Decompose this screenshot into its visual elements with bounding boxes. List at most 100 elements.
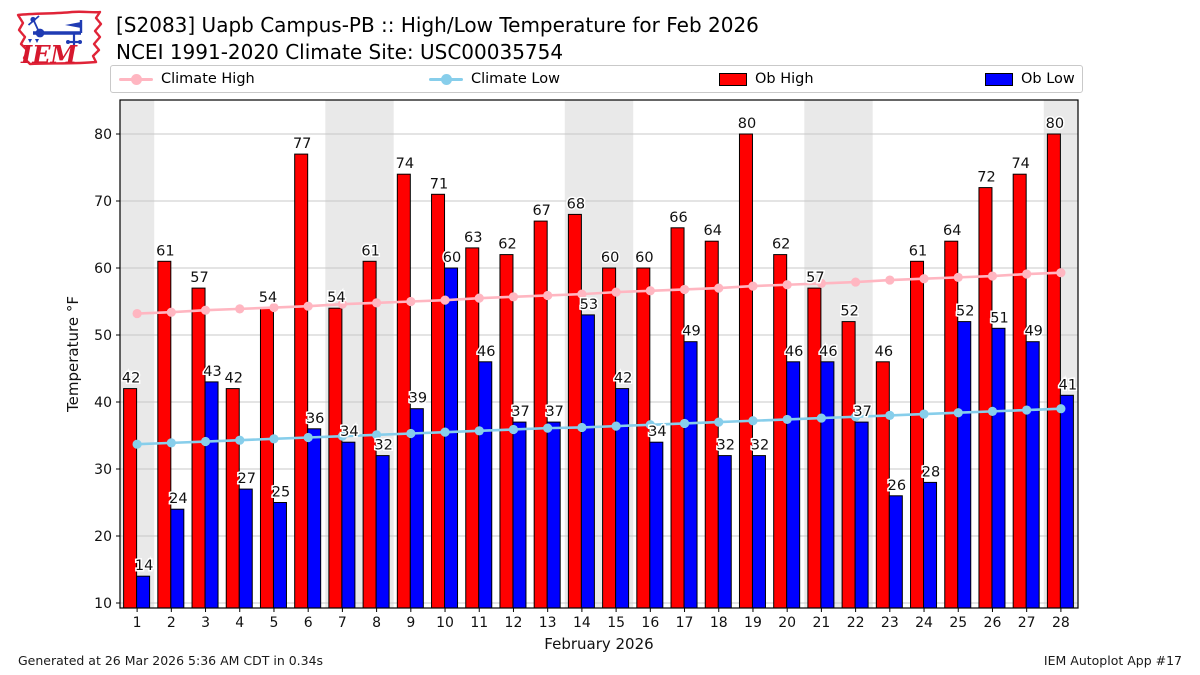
y-axis-title: Temperature °F — [64, 296, 82, 413]
data-label-low: 60 — [443, 250, 461, 266]
climate-low-marker — [679, 418, 690, 429]
data-label-low: 32 — [751, 438, 769, 454]
climate-high-marker — [885, 275, 895, 285]
climate-low-marker — [508, 424, 519, 435]
chart-title: [S2083] Uapb Campus-PB :: High/Low Tempe… — [116, 13, 759, 37]
climate-high-marker — [782, 280, 792, 290]
data-label-high: 72 — [977, 170, 995, 186]
data-label-low: 53 — [580, 297, 598, 313]
data-label-low: 42 — [614, 371, 632, 387]
x-tick-label: 14 — [573, 615, 591, 631]
x-tick-label: 28 — [1052, 615, 1070, 631]
x-tick-label: 8 — [372, 615, 381, 631]
data-label-high: 67 — [532, 203, 550, 219]
x-tick-label: 11 — [470, 615, 488, 631]
legend-item-climate-low: Climate Low — [429, 66, 560, 92]
climate-low-marker — [885, 410, 895, 420]
ob-low-bar — [512, 421, 527, 609]
data-label-high: 80 — [1046, 116, 1064, 132]
data-label-low: 46 — [819, 344, 837, 360]
data-label-low: 26 — [888, 478, 906, 494]
climate-low-marker — [235, 435, 245, 445]
climate-low-marker — [200, 436, 211, 447]
climate-low-marker — [987, 406, 998, 416]
x-tick-label: 3 — [201, 615, 210, 631]
y-tick-label: 40 — [94, 395, 112, 411]
y-tick-label: 50 — [94, 328, 112, 344]
x-tick-label: 24 — [915, 615, 933, 631]
ob-low-bar — [786, 361, 801, 609]
y-tick-label: 10 — [94, 596, 112, 612]
data-label-high: 63 — [464, 230, 482, 246]
climate-low-marker — [474, 426, 484, 436]
climate-high-marker — [474, 293, 484, 303]
data-label-high: 42 — [225, 371, 243, 387]
data-label-low: 34 — [340, 424, 358, 440]
header: [S2083] Uapb Campus-PB :: High/Low Tempe… — [116, 12, 759, 66]
data-label-high: 60 — [601, 250, 619, 266]
data-label-low: 37 — [545, 404, 563, 420]
data-label-low: 14 — [135, 558, 153, 574]
climate-low-marker — [782, 414, 792, 425]
data-label-high: 64 — [704, 223, 722, 239]
climate-high-marker — [508, 292, 519, 302]
climate-low-marker — [1022, 405, 1032, 415]
climate-high-marker — [748, 281, 758, 291]
data-label-low: 46 — [785, 344, 803, 360]
data-label-high: 80 — [738, 116, 756, 132]
x-tick-label: 12 — [505, 615, 523, 631]
ob-low-bar — [375, 455, 390, 609]
x-tick-label: 17 — [676, 615, 694, 631]
data-label-high: 71 — [430, 176, 448, 192]
ob-high-bar — [807, 287, 822, 609]
ob-low-bar — [957, 321, 972, 609]
climate-low-marker — [337, 431, 347, 441]
climate-low-line — [137, 407, 1061, 446]
y-tick-label: 80 — [94, 127, 112, 143]
data-label-low: 34 — [648, 424, 666, 440]
data-label-high: 62 — [498, 237, 516, 253]
climate-low-marker — [611, 421, 621, 431]
ob-low-bar — [546, 421, 561, 609]
climate-low-marker — [953, 408, 963, 418]
x-tick-label: 18 — [710, 615, 728, 631]
data-label-low: 41 — [1059, 377, 1077, 393]
x-tick-label: 13 — [539, 615, 557, 631]
data-label-low: 37 — [853, 404, 871, 420]
ob-low-bar — [238, 488, 253, 609]
legend: Climate High Climate Low Ob High Ob Low — [110, 65, 1083, 93]
climate-high-marker — [269, 302, 279, 313]
y-tick-label: 20 — [94, 529, 112, 545]
data-label-high: 60 — [635, 250, 653, 266]
footer-generated-at: Generated at 26 Mar 2026 5:36 AM CDT in … — [18, 653, 324, 668]
climate-high-marker — [166, 307, 176, 317]
data-label-high: 74 — [396, 156, 414, 172]
climate-high-marker — [679, 284, 690, 295]
ob-low-bar — [409, 408, 424, 609]
ob-high-bar — [123, 388, 138, 609]
climate-high-marker — [372, 298, 382, 308]
ob-low-bar — [204, 381, 219, 609]
data-label-high: 57 — [806, 270, 824, 286]
data-label-low: 49 — [1024, 324, 1042, 340]
ob-low-bar — [341, 441, 356, 609]
ob-low-bar — [1025, 341, 1040, 609]
x-tick-label: 21 — [812, 615, 830, 631]
data-label-high: 54 — [259, 290, 277, 306]
climate-high-marker — [200, 305, 211, 315]
climate-high-marker — [406, 296, 416, 307]
data-label-low: 32 — [717, 438, 735, 454]
data-label-high: 66 — [669, 210, 687, 226]
ob-high-bar — [1046, 133, 1061, 609]
climate-low-swatch-icon — [429, 73, 463, 85]
climate-high-marker — [303, 301, 313, 311]
ob-low-bar — [717, 455, 732, 609]
climate-low-marker — [645, 420, 655, 430]
climate-low-marker — [577, 422, 587, 433]
climate-low-marker — [748, 416, 758, 426]
climate-high-marker — [919, 274, 929, 284]
climate-high-marker — [645, 286, 655, 296]
data-label-high: 42 — [122, 371, 140, 387]
data-label-low: 28 — [922, 464, 940, 480]
